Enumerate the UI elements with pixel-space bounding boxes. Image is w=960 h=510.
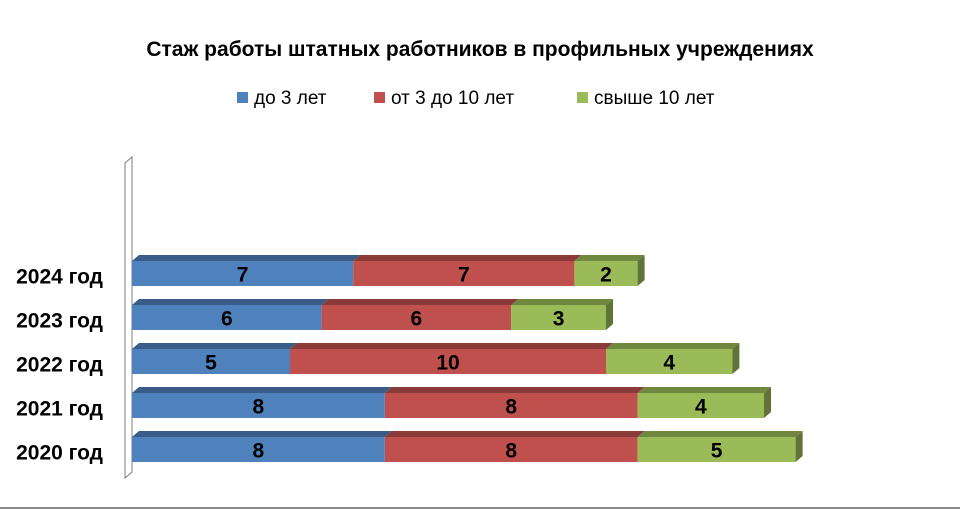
bar-top-1-2 bbox=[511, 299, 613, 305]
data-label-4-2: 5 bbox=[711, 440, 723, 463]
data-label-1-2: 3 bbox=[553, 308, 565, 331]
bar-2-2 bbox=[606, 349, 733, 374]
bar-3-0 bbox=[132, 393, 385, 418]
bar-top-3-0 bbox=[132, 387, 392, 393]
bar-side-0 bbox=[637, 255, 645, 286]
bar-top-3-1 bbox=[384, 387, 645, 393]
data-label-4-0: 8 bbox=[253, 440, 265, 463]
data-label-2-1: 10 bbox=[436, 352, 459, 375]
bar-top-4-0 bbox=[132, 431, 392, 437]
bar-1-2 bbox=[511, 305, 606, 330]
category-label-1: 2023 год bbox=[16, 310, 103, 333]
data-label-1-0: 6 bbox=[221, 308, 233, 331]
bar-top-0-2 bbox=[574, 255, 645, 261]
bar-top-4-1 bbox=[384, 431, 645, 437]
axis bbox=[124, 155, 133, 480]
legend-swatch-1 bbox=[374, 92, 385, 103]
bar-3-1 bbox=[384, 393, 638, 418]
legend: до 3 лет от 3 до 10 лет свыше 10 лет bbox=[237, 88, 715, 109]
bar-0-2 bbox=[574, 261, 638, 286]
bar-top-1-1 bbox=[321, 299, 519, 305]
bar-4-2 bbox=[637, 437, 796, 462]
bar-top-2-1 bbox=[290, 343, 613, 349]
data-label-0-1: 7 bbox=[458, 264, 470, 287]
data-label-2-2: 4 bbox=[663, 352, 675, 375]
legend-swatch-2 bbox=[577, 92, 588, 103]
bar-2-0 bbox=[132, 349, 290, 374]
bar-side-4 bbox=[795, 431, 803, 462]
bar-top-2-2 bbox=[606, 343, 740, 349]
bar-side-1 bbox=[606, 299, 613, 330]
bar-2-1 bbox=[290, 349, 606, 374]
chart-title: Стаж работы штатных работников в профиль… bbox=[146, 38, 814, 61]
bar-top-1-0 bbox=[132, 299, 329, 305]
category-label-0: 2024 год bbox=[16, 266, 103, 289]
data-label-2-0: 5 bbox=[205, 352, 217, 375]
legend-label-1: от 3 до 10 лет bbox=[391, 88, 514, 109]
axis-wall bbox=[124, 155, 133, 480]
bar-top-2-0 bbox=[132, 343, 297, 349]
category-label-4: 2020 год bbox=[16, 442, 103, 465]
bar-top-4-2 bbox=[637, 431, 803, 437]
bar-top-3-2 bbox=[637, 387, 771, 393]
data-label-0-0: 7 bbox=[237, 264, 249, 287]
legend-label-0: до 3 лет bbox=[254, 88, 327, 109]
bar-0-1 bbox=[353, 261, 575, 286]
bar-side-2 bbox=[732, 343, 740, 374]
bar-0-0 bbox=[132, 261, 354, 286]
category-labels: 2024 год 2023 год 2022 год 2021 год 2020 год bbox=[16, 266, 103, 465]
data-label-3-2: 4 bbox=[695, 396, 707, 419]
bar-top-0-1 bbox=[353, 255, 582, 261]
category-label-2: 2022 год bbox=[16, 354, 103, 377]
legend-label-2: свыше 10 лет bbox=[594, 88, 715, 109]
bar-1-0 bbox=[132, 305, 322, 330]
bar-4-0 bbox=[132, 437, 385, 462]
bar-side-3 bbox=[764, 387, 771, 418]
bars: 7 7 2 6 6 3 5 10 4 8 8 4 8 8 5 bbox=[132, 255, 803, 463]
data-label-3-0: 8 bbox=[253, 396, 265, 419]
bar-1-1 bbox=[321, 305, 512, 330]
bar-4-1 bbox=[384, 437, 638, 462]
bar-3-2 bbox=[637, 393, 764, 418]
legend-swatch-0 bbox=[237, 92, 248, 103]
data-label-3-1: 8 bbox=[505, 396, 517, 419]
data-label-1-1: 6 bbox=[411, 308, 423, 331]
category-label-3: 2021 год bbox=[16, 398, 103, 421]
bar-top-0-0 bbox=[132, 255, 361, 261]
data-label-4-1: 8 bbox=[505, 440, 517, 463]
data-label-0-2: 2 bbox=[600, 264, 612, 287]
